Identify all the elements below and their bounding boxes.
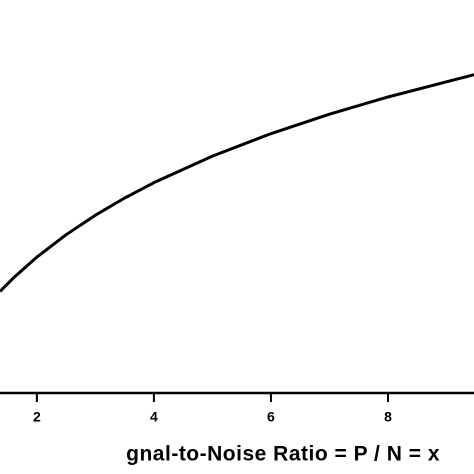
x-axis-label: gnal-to-Noise Ratio = P / N = x — [126, 443, 440, 466]
x-tick-label: 6 — [267, 409, 275, 425]
x-tick-label: 4 — [150, 409, 158, 425]
x-tick-label: 8 — [384, 409, 392, 425]
line — [0, 73, 474, 293]
x-tick-label: 2 — [33, 409, 41, 425]
